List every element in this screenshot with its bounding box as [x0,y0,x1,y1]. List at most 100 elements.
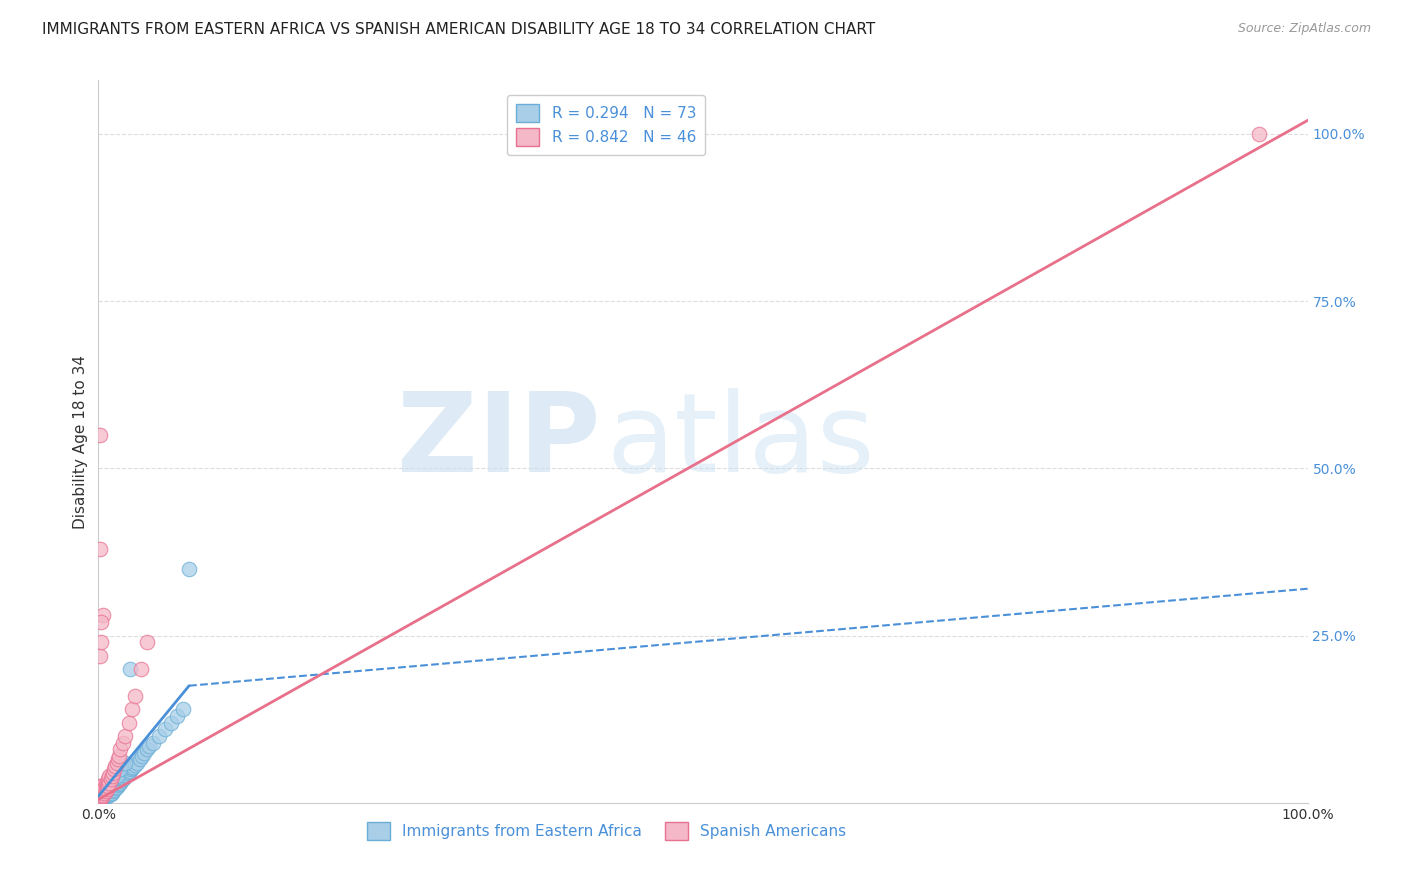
Point [89,794,111,808]
Point [89,790,111,805]
Point [111,735,134,749]
Point [117,766,139,780]
Point [91,608,114,623]
Point [110,774,132,789]
Point [93,788,115,802]
Point [89,779,111,793]
Point [121,761,143,775]
Point [108,762,131,776]
Point [93,785,115,799]
Point [94,782,117,797]
Point [135,742,157,756]
Point [108,777,131,791]
Point [91,789,114,804]
Point [94,789,117,804]
Point [124,758,146,772]
Point [89,427,111,442]
Point [135,635,157,649]
Point [107,778,129,793]
Point [91,789,114,804]
Point [118,765,141,780]
Point [96,785,118,799]
Point [121,702,143,716]
Point [91,786,114,800]
Point [100,781,122,796]
Point [114,729,136,743]
Point [91,786,114,800]
Point [89,782,111,797]
Point [100,787,122,801]
Point [93,790,115,805]
Point [90,789,112,804]
Point [114,756,136,770]
Point [111,772,134,787]
Point [91,788,114,802]
Point [91,791,114,805]
Point [90,789,112,804]
Point [93,786,115,800]
Point [104,781,127,796]
Point [108,742,131,756]
Point [89,790,111,805]
Point [89,792,111,806]
Point [90,792,112,806]
Point [98,769,121,783]
Point [89,648,111,663]
Point [90,786,112,800]
Point [129,662,152,676]
Point [101,784,124,798]
Point [105,769,128,783]
Point [105,756,128,770]
Point [114,769,136,783]
Point [118,662,141,676]
Point [108,776,131,790]
Point [98,788,121,802]
Point [94,784,117,798]
Point [134,746,156,760]
Text: atlas: atlas [606,388,875,495]
Point [131,749,153,764]
Point [100,786,122,800]
Point [1249,127,1271,141]
Point [104,759,127,773]
Point [90,786,112,800]
Point [103,762,125,776]
Point [90,615,112,630]
Point [91,789,114,803]
Point [91,784,114,798]
Point [97,789,120,803]
Point [127,756,149,770]
Point [98,776,121,790]
Point [179,562,201,576]
Point [112,771,135,785]
Point [103,783,125,797]
Point [166,708,188,723]
Point [124,689,146,703]
Point [122,760,145,774]
Point [115,767,138,781]
Point [91,792,114,806]
Point [90,635,112,649]
Point [90,782,112,797]
Point [96,782,118,797]
Point [148,729,170,743]
Point [94,779,117,793]
Point [96,789,118,804]
Point [97,784,120,798]
Point [118,764,141,778]
Point [128,752,150,766]
Point [108,749,131,764]
Point [97,772,120,787]
Text: Source: ZipAtlas.com: Source: ZipAtlas.com [1237,22,1371,36]
Point [107,752,129,766]
Point [172,702,194,716]
Point [97,779,120,793]
Point [90,791,112,805]
Point [91,779,114,793]
Point [89,792,111,806]
Point [96,776,118,790]
Point [93,781,115,796]
Text: IMMIGRANTS FROM EASTERN AFRICA VS SPANISH AMERICAN DISABILITY AGE 18 TO 34 CORRE: IMMIGRANTS FROM EASTERN AFRICA VS SPANIS… [42,22,876,37]
Point [89,541,111,556]
Point [118,715,141,730]
